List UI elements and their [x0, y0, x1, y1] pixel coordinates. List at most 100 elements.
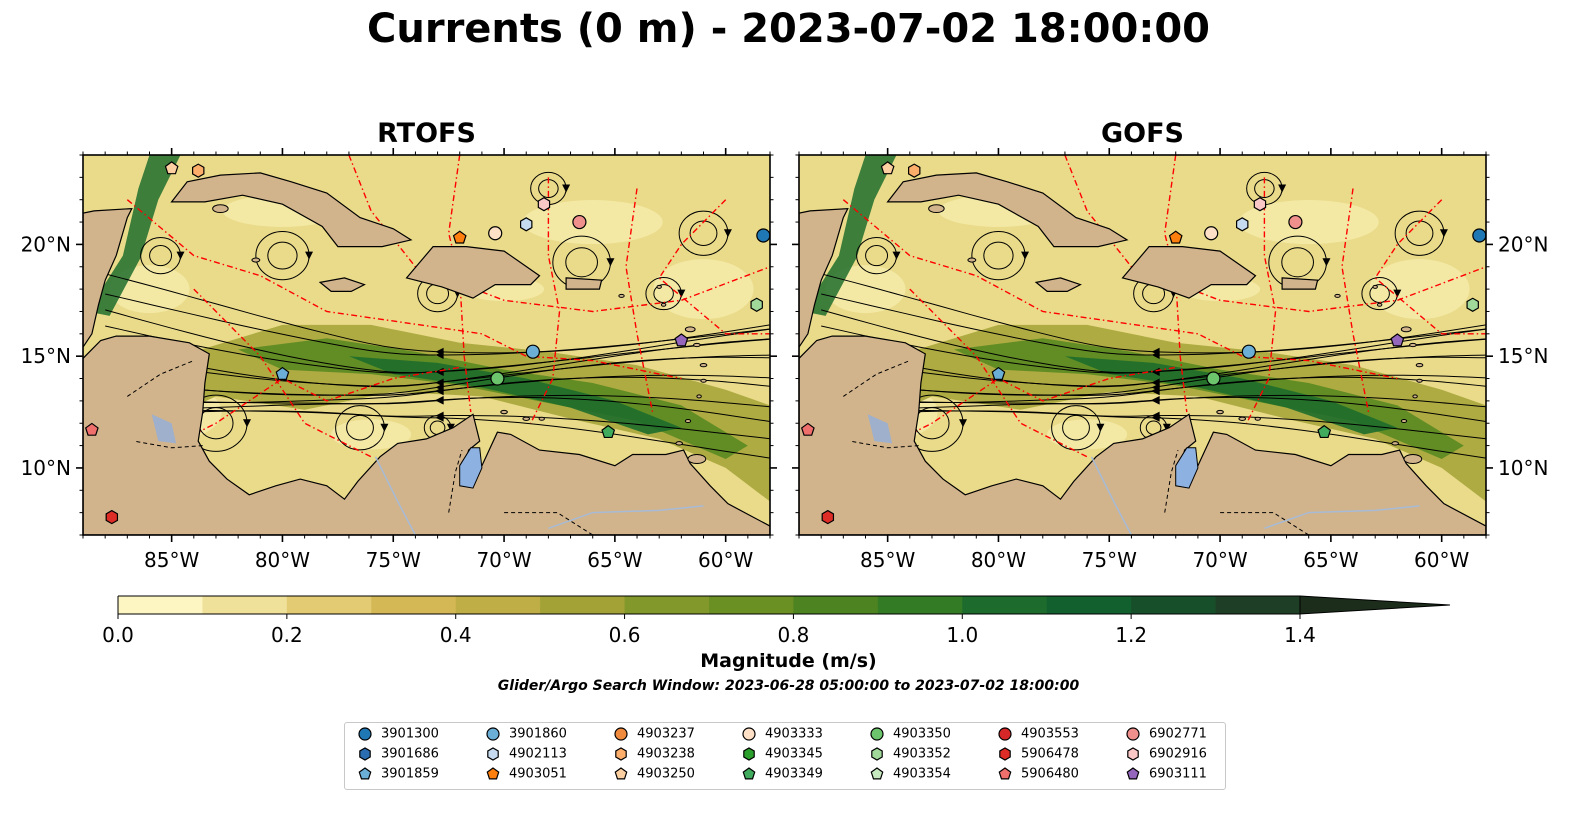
- legend-marker-icon: [998, 767, 1012, 780]
- legend-item-4903250: 4903250: [613, 766, 695, 783]
- float-marker-3901859: [991, 366, 1006, 380]
- float-marker-6903111: [674, 333, 689, 347]
- colorbar-tick-label: 1.0: [946, 623, 978, 647]
- legend-item-3901300: 3901300: [357, 726, 439, 743]
- colorbar-tick-label: 0.6: [609, 623, 641, 647]
- lat-tick-label: 20°N: [21, 232, 71, 256]
- lon-tick-label: 70°W: [476, 548, 531, 572]
- colorbar-segment: [624, 596, 710, 614]
- float-markers: [800, 161, 1486, 525]
- legend-marker-6902771: [1126, 727, 1140, 741]
- colorbar-extend-arrow: [1299, 595, 1451, 615]
- legend-marker-4903350: [870, 727, 884, 741]
- legend-marker-5906478: [999, 747, 1011, 761]
- legend-label: 5906478: [1021, 746, 1079, 762]
- colorbar-segment: [709, 596, 794, 614]
- map-panel-gofs: 85°W 80°W 75°W 70°W 65°W 60°W 20°N 15°N 10°N: [792, 148, 1548, 572]
- legend-label: 4903352: [893, 746, 951, 762]
- lon-tick-label: 65°W: [587, 548, 642, 572]
- lon-tick-label: 80°W: [971, 548, 1026, 572]
- colorbar-segment: [1131, 596, 1217, 614]
- lat-tick-label: 10°N: [21, 456, 71, 480]
- legend-item-5906478: 5906478: [997, 746, 1079, 763]
- legend-marker-4903237: [614, 727, 628, 741]
- legend-item-4902113: 4902113: [485, 746, 567, 763]
- legend-marker-icon: [870, 767, 884, 780]
- legend-marker-3901686: [359, 747, 371, 761]
- legend-marker-icon: [486, 767, 500, 780]
- legend-item-4903352: 4903352: [869, 746, 951, 763]
- legend-marker-icon: [486, 727, 500, 741]
- legend-label: 4903354: [893, 766, 951, 782]
- float-marker-6903111: [1390, 333, 1405, 347]
- colorbar-segment: [371, 596, 457, 614]
- float-marker-5906480: [800, 422, 815, 436]
- legend-item-3901686: 3901686: [357, 746, 439, 763]
- current-band-core: [1064, 356, 1398, 435]
- float-marker-4903352: [750, 297, 763, 312]
- streamlines: [105, 171, 770, 459]
- colorbar-tick-label: 0.2: [271, 623, 303, 647]
- land: [83, 172, 770, 535]
- map-frame: [82, 154, 771, 536]
- legend-label: 3901300: [381, 726, 439, 742]
- float-markers: [84, 161, 770, 525]
- float-marker-3901300: [756, 228, 770, 243]
- legend-label: 3901860: [509, 726, 567, 742]
- float-marker-4903349: [601, 424, 616, 439]
- float-marker-4903350: [1206, 371, 1221, 386]
- legend-label: 4903553: [1021, 726, 1079, 742]
- float-marker-3901860: [525, 344, 540, 359]
- float-marker-4903238: [908, 163, 921, 178]
- colorbar-segment: [455, 596, 541, 614]
- legend-marker-4903051: [486, 767, 500, 780]
- lon-tick-label: 85°W: [860, 548, 915, 572]
- legend-marker-3901860: [486, 727, 500, 741]
- float-marker-4903350: [490, 371, 505, 386]
- axis-ticks: [792, 148, 1493, 542]
- legend-marker-4903238: [615, 747, 627, 761]
- colorbar: 0.0 0.2 0.4 0.6 0.8 1.0 1.2 1.4: [102, 595, 1451, 647]
- legend-item-4903238: 4903238: [613, 746, 695, 763]
- float-marker-4903051: [452, 230, 467, 244]
- current-band-core: [348, 356, 682, 435]
- float-marker-3901859: [275, 366, 290, 380]
- legend-label: 4902113: [509, 746, 567, 762]
- legend-item-4903350: 4903350: [869, 726, 951, 743]
- colorbar-label: Magnitude (m/s): [700, 650, 877, 672]
- float-marker-6902916: [1253, 196, 1267, 212]
- colorbar-segment: [118, 596, 203, 614]
- legend-marker-5906480: [998, 767, 1012, 780]
- legend-item-3901859: 3901859: [357, 766, 439, 783]
- legend-marker-icon: [1127, 747, 1139, 761]
- legend-marker-icon: [742, 727, 756, 741]
- legend-item-4903237: 4903237: [613, 726, 695, 743]
- legend-label: 4903250: [637, 766, 695, 782]
- legend-marker-icon: [614, 767, 628, 780]
- lon-tick-label: 85°W: [144, 548, 199, 572]
- legend-item-4903051: 4903051: [485, 766, 567, 783]
- lat-tick-label: 20°N: [1498, 232, 1548, 256]
- float-marker-3901860: [1241, 344, 1256, 359]
- map-panel-rtofs: 85°W 80°W 75°W 70°W 65°W 60°W 20°N 15°N 10°N: [21, 148, 777, 572]
- figure-title: Currents (0 m) - 2023-07-02 18:00:00: [367, 6, 1210, 52]
- legend-label: 4903350: [893, 726, 951, 742]
- colorbar-tick-label: 1.2: [1115, 623, 1147, 647]
- float-marker-4903333: [1204, 226, 1219, 241]
- current-band-strong: [238, 338, 748, 459]
- legend-marker-icon: [870, 727, 884, 741]
- legend-item-5906480: 5906480: [997, 766, 1079, 783]
- float-marker-6902771: [572, 214, 587, 230]
- float-marker-4902113: [1235, 217, 1249, 232]
- legend-item-4903349: 4903349: [741, 766, 823, 783]
- panel-title-rtofs: RTOFS: [377, 118, 476, 149]
- legend-item-6902916: 6902916: [1125, 746, 1207, 763]
- colorbar-segment: [1046, 596, 1132, 614]
- colorbar-segment: [1215, 596, 1301, 614]
- lon-tick-label: 75°W: [1082, 548, 1137, 572]
- legend-marker-4903345: [743, 747, 755, 761]
- float-marker-4903349: [1317, 424, 1332, 439]
- legend-marker-icon: [615, 747, 627, 761]
- lon-tick-label: 75°W: [366, 548, 421, 572]
- current-band-strong: [954, 338, 1464, 459]
